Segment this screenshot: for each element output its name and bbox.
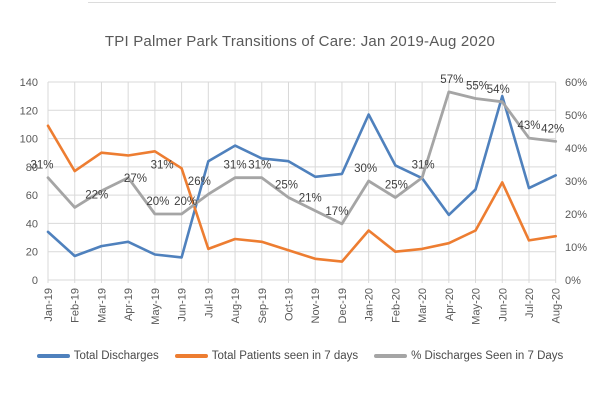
data-label: 20% [174, 196, 197, 208]
legend-label-pct-discharges-seen-7-days: % Discharges Seen in 7 Days [411, 350, 564, 362]
x-axis-tick: May-20 [471, 288, 483, 325]
data-label: 21% [299, 193, 322, 205]
data-label: 57% [440, 74, 463, 86]
legend-label-patients-seen-7-days: Total Patients seen in 7 days [211, 350, 359, 362]
right-axis-tick: 0% [565, 275, 581, 287]
data-label: 31% [151, 160, 174, 172]
legend-label-total-discharges: Total Discharges [73, 350, 159, 362]
x-axis-tick-labels: Jan-19 Feb-19 Mar-19 Apr-19 May-19 Jun-19 Jul-… [43, 288, 563, 325]
data-label: 31% [30, 160, 53, 172]
x-axis-tick: Jul-19 [203, 288, 215, 318]
pct-data-labels: 31%22%27%31%20% 20%26%31% 31%25%21%17%30%2… [30, 74, 564, 218]
x-axis-tick: Aug-20 [551, 288, 563, 323]
data-label: 25% [275, 180, 298, 192]
x-axis-tick: Dec-19 [337, 288, 349, 323]
x-axis-tick: Mar-20 [417, 288, 429, 323]
data-label: 43% [517, 120, 540, 132]
x-axis-tick: Jun-19 [177, 288, 189, 322]
series-line-total-discharges [46, 94, 558, 259]
legend-swatch-total-discharges [36, 354, 70, 358]
left-axis-tick: 100 [20, 134, 38, 146]
x-axis-tick: Oct-19 [283, 288, 295, 321]
data-label: 27% [124, 173, 147, 185]
data-label: 30% [354, 163, 377, 175]
x-axis-tick: Feb-20 [390, 288, 402, 323]
x-axis-tick: Jan-20 [364, 288, 376, 322]
left-axis-tick: 80 [26, 162, 38, 174]
legend-item-pct-discharges-seen-7-days: % Discharges Seen in 7 Days [374, 350, 563, 362]
x-axis-tick: Mar-19 [96, 288, 108, 323]
right-axis-tick: 40% [565, 143, 587, 155]
data-label: 54% [487, 84, 510, 96]
chart-title: TPI Palmer Park Transitions of Care: Jan… [104, 33, 496, 50]
right-axis-tick: 30% [565, 176, 587, 188]
x-axis-tick: Apr-20 [444, 288, 456, 321]
legend-swatch-patients-seen-7-days [174, 354, 208, 358]
series-line--discharges-seen-in-7-days [46, 90, 558, 226]
data-label: 31% [224, 160, 247, 172]
data-label: 22% [85, 189, 108, 201]
x-axis-tick: Feb-19 [70, 288, 82, 323]
left-axis-tick: 0 [32, 275, 38, 287]
right-axis-tick: 60% [565, 77, 587, 89]
left-axis-tick: 140 [20, 77, 38, 89]
data-label: 55% [466, 81, 489, 93]
data-label: 20% [146, 196, 169, 208]
data-label: 26% [188, 176, 211, 188]
x-axis-tick: Apr-19 [123, 288, 135, 321]
right-axis-tick: 10% [565, 242, 587, 254]
x-axis-tick: Nov-19 [310, 288, 322, 323]
x-axis-tick: Aug-19 [230, 288, 242, 323]
legend-swatch-pct-discharges-seen-7-days [374, 354, 408, 358]
right-axis-tick: 50% [565, 110, 587, 122]
legend: Total Discharges Total Patients seen in … [0, 350, 600, 362]
right-axis-tick: 20% [565, 209, 587, 221]
data-label: 17% [325, 206, 348, 218]
x-axis-tick: Jan-19 [43, 288, 55, 322]
x-axis-tick: Jul-20 [524, 288, 536, 318]
left-axis-tick: 120 [20, 105, 38, 117]
left-axis-tick: 60 [26, 190, 38, 202]
legend-item-patients-seen-7-days: Total Patients seen in 7 days [174, 350, 359, 362]
data-label: 42% [541, 123, 564, 135]
legend-item-total-discharges: Total Discharges [36, 350, 159, 362]
top-border-line [88, 2, 556, 3]
gridlines [47, 81, 557, 283]
series-line-total-patients-seen-in-7-days [46, 124, 558, 263]
data-label: 31% [412, 160, 435, 172]
x-axis-tick: May-19 [150, 288, 162, 325]
left-axis-tick-labels: 0 20 40 60 80 100 120 140 [20, 77, 38, 287]
data-label: 31% [248, 160, 271, 172]
left-axis-tick: 40 [26, 218, 38, 230]
x-axis-tick: Sep-19 [257, 288, 269, 323]
x-axis-tick: Jun-20 [497, 288, 509, 322]
right-axis-tick-labels: 0% 10% 20% 30% 40% 50% 60% [565, 77, 587, 287]
left-axis-tick: 20 [26, 247, 38, 259]
data-label: 25% [385, 180, 408, 192]
